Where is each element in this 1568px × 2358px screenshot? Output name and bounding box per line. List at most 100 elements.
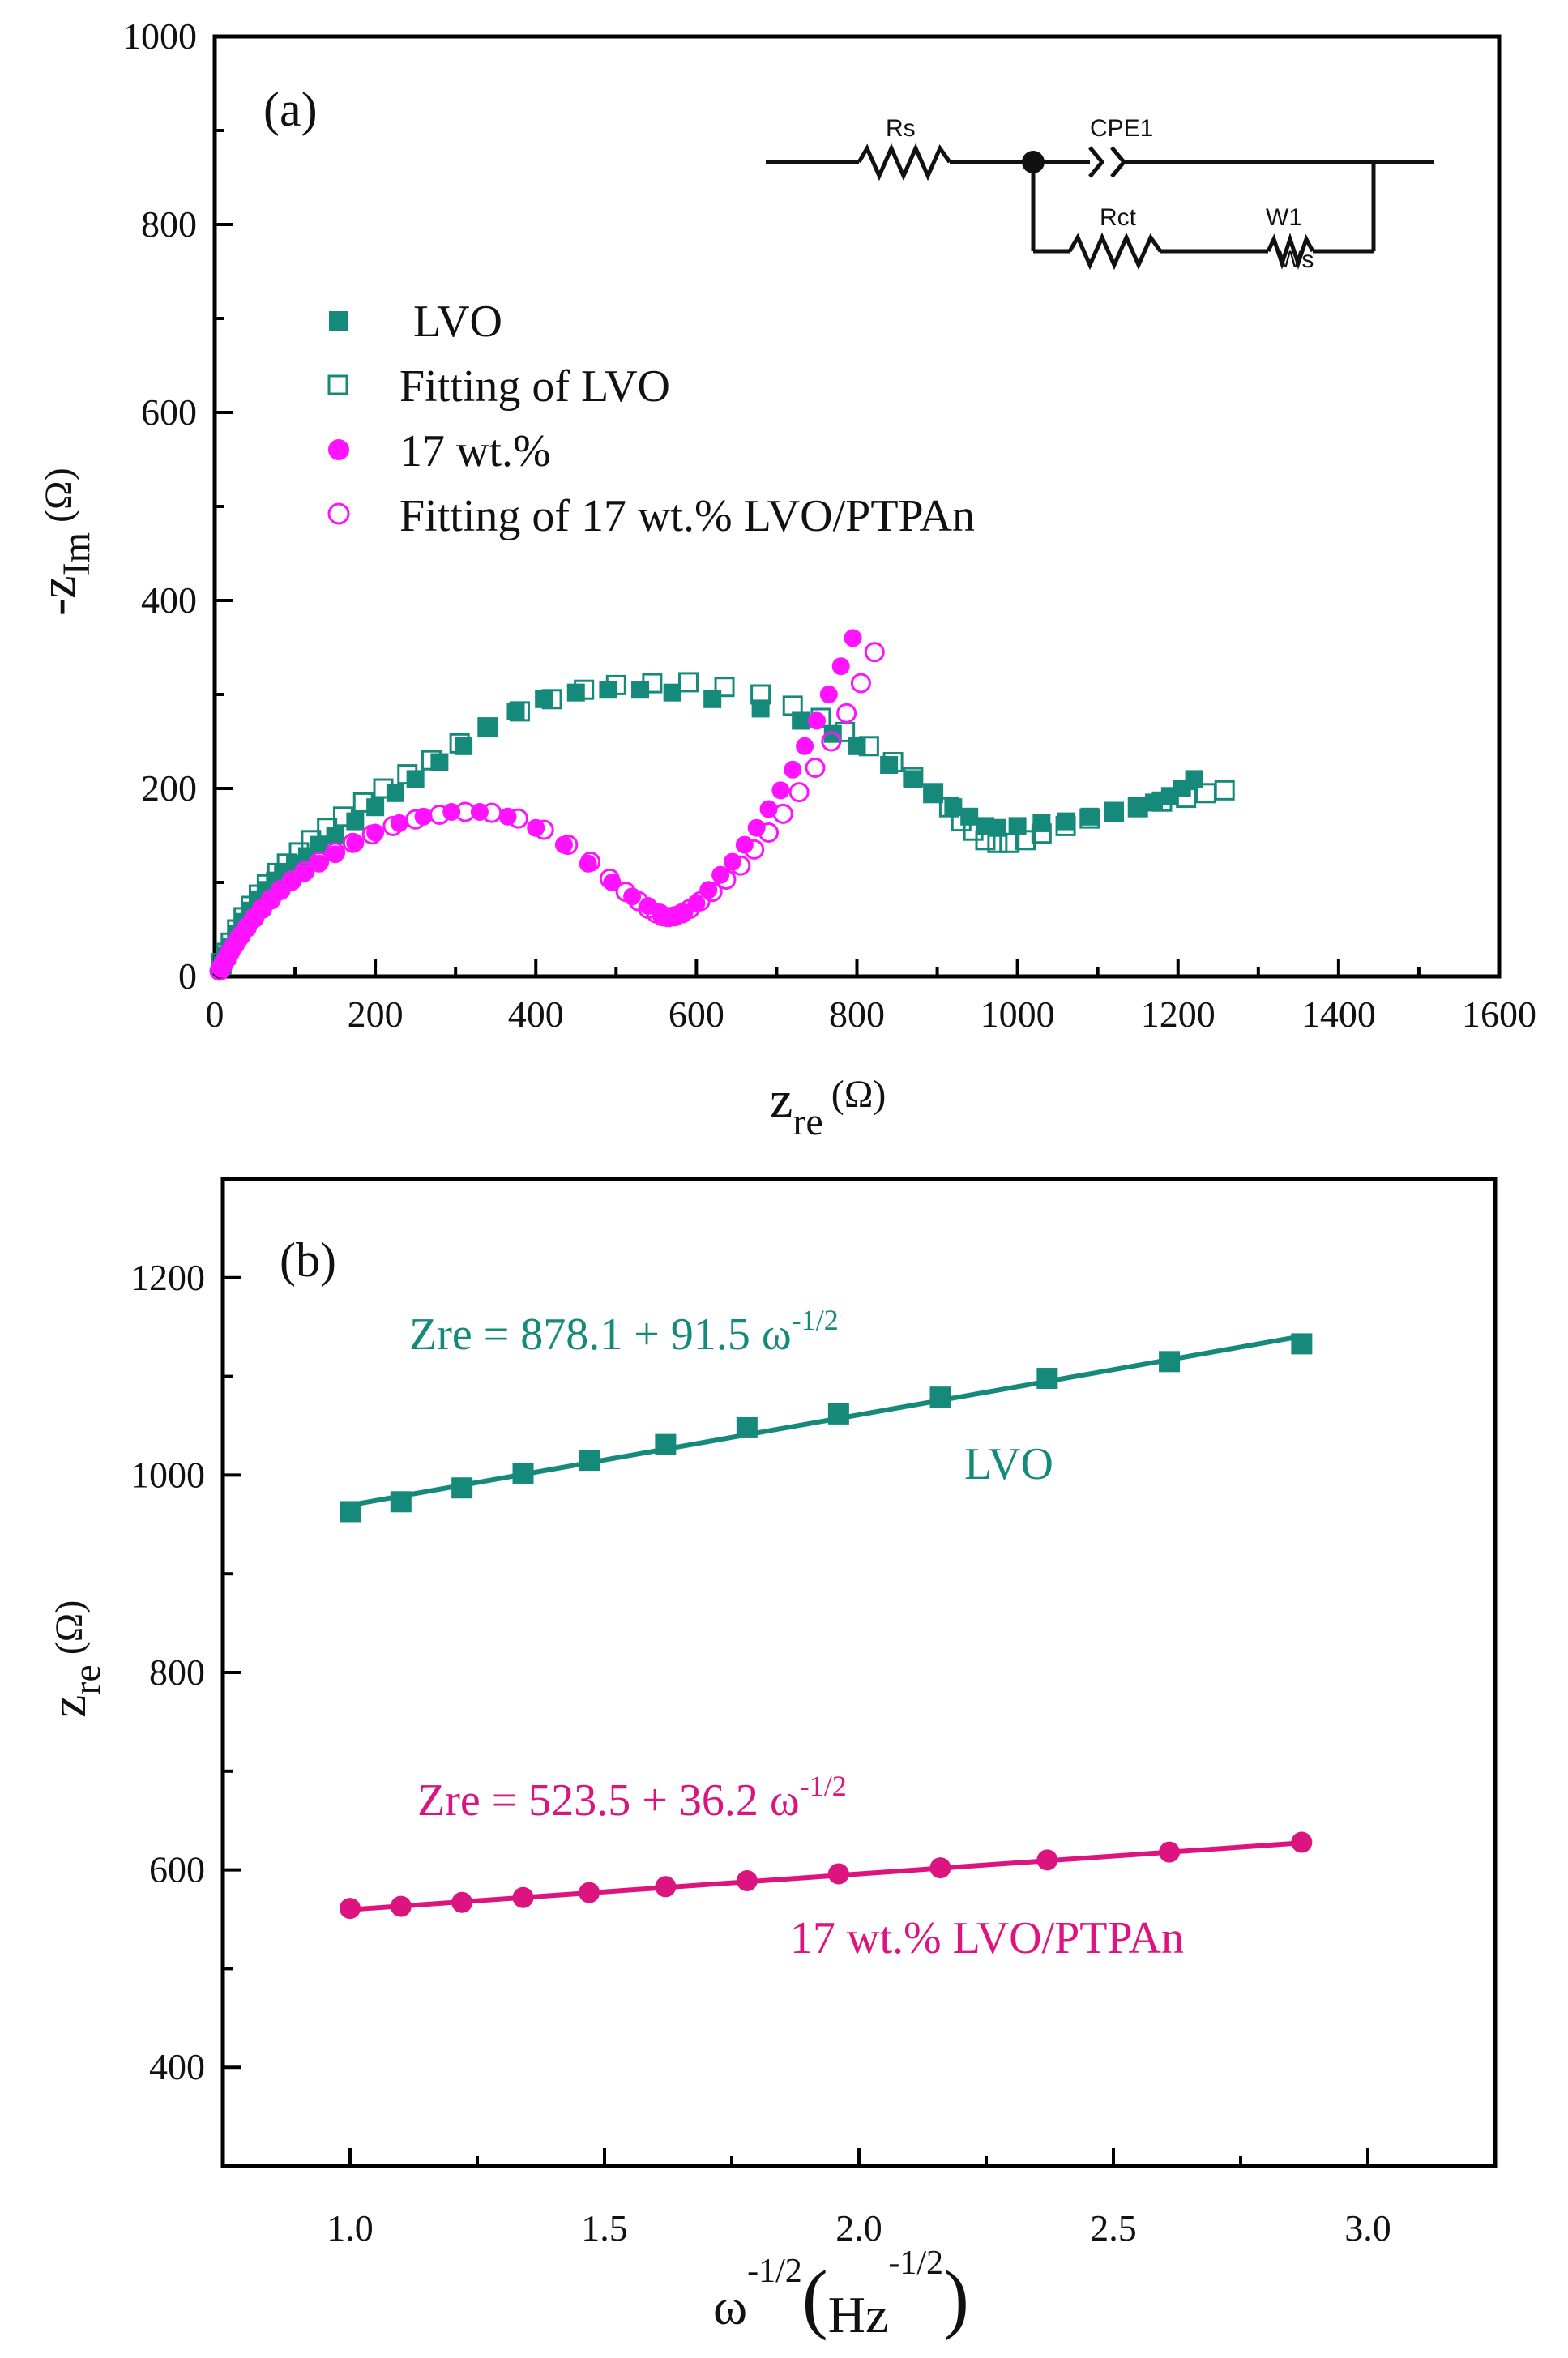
equation-17wt-text: Zre = 523.5 + 36.2 ω (417, 1775, 800, 1826)
a-series-0 (213, 681, 1203, 975)
a-x-tick-label: 200 (348, 993, 404, 1035)
equation-lvo-text: Zre = 878.1 + 91.5 ω (409, 1309, 792, 1360)
panel-a-x-label-unit: (Ω) (831, 1073, 887, 1116)
a-y-tick-label: 600 (141, 391, 197, 433)
panel-b-label: (b) (280, 1233, 336, 1287)
a-y-tick-label: 400 (141, 579, 197, 621)
b-data-point (512, 1886, 534, 1908)
a-data-point (1015, 830, 1036, 851)
panel-b-data-marks (340, 1333, 1313, 1920)
a-data-point (663, 683, 681, 702)
legend-marker-17wt (328, 439, 349, 460)
circuit-resistor-rct (1067, 232, 1163, 271)
circuit-label-cpe: CPE1 (1090, 115, 1153, 142)
a-data-point (923, 783, 944, 804)
panel-b-equation-lvo: Zre = 878.1 + 91.5 ω-1/2 (409, 1304, 839, 1360)
panel-b-tick-labels: 1.0 1.5 2.0 2.5 3.0 400 600 800 1000 1200 (130, 1257, 1391, 2249)
b-data-point (655, 1876, 677, 1898)
panel-b-series-label-17wt: 17 wt.% LVO/PTPAn (790, 1913, 1184, 1963)
a-data-point (288, 842, 310, 863)
a-data-point (558, 835, 579, 856)
b-y-tick-label: 400 (149, 2046, 205, 2087)
a-data-point (301, 830, 322, 851)
b-data-point (929, 1857, 951, 1879)
b-data-point (1036, 1849, 1058, 1871)
a-data-point (714, 677, 735, 698)
a-data-point (507, 808, 528, 829)
legend-marker-fitting-lvo (327, 374, 348, 395)
b-data-point (1291, 1333, 1313, 1355)
panel-a-data-marks (209, 629, 1235, 981)
a-data-point (533, 819, 554, 840)
a-data-point (819, 686, 838, 703)
a-data-point (758, 822, 780, 844)
b-fit-line-1 (349, 1840, 1302, 1912)
b-data-point (1036, 1368, 1058, 1390)
b-data-point (827, 1863, 849, 1885)
panel-b-y-label-main: z (39, 1695, 96, 1718)
b-x-tick-label: 1.5 (581, 2207, 628, 2249)
a-data-point (373, 778, 394, 799)
a-data-point (805, 757, 826, 778)
panel-b-x-label-main: ω (713, 2278, 747, 2335)
a-x-tick-label: 1000 (981, 993, 1055, 1035)
b-data-point (390, 1895, 412, 1917)
b-series-0 (340, 1333, 1313, 1523)
a-data-point (390, 814, 408, 832)
panel-a-legend: LVO Fitting of LVO 17 wt.% Fitting of 17… (327, 297, 975, 541)
a-data-point (821, 731, 842, 752)
b-data-point (1159, 1841, 1181, 1863)
a-y-tick-label: 800 (141, 203, 197, 245)
b-data-point (340, 1898, 361, 1920)
b-x-tick-label: 3.0 (1344, 2207, 1391, 2249)
a-x-tick-label: 0 (206, 993, 224, 1035)
a-data-point (703, 690, 722, 708)
a-series-1 (211, 672, 1235, 974)
b-y-tick-label: 1000 (130, 1454, 205, 1495)
a-y-tick-label: 1000 (122, 15, 197, 57)
b-series-1 (340, 1831, 1313, 1920)
b-y-tick-label: 600 (149, 1849, 205, 1890)
b-y-tick-label: 800 (149, 1651, 205, 1693)
a-data-point (904, 770, 922, 788)
b-x-tick-label: 1.0 (327, 2207, 374, 2249)
a-data-point (352, 792, 374, 813)
b-data-point (340, 1501, 361, 1523)
panel-b-y-label-sub: re (66, 1664, 109, 1694)
a-data-point (679, 898, 700, 919)
a-data-point (449, 733, 470, 754)
a-data-point (823, 724, 842, 743)
a-data-point (744, 839, 765, 860)
panel-b-equation-17wt: Zre = 523.5 + 36.2 ω-1/2 (417, 1770, 847, 1826)
b-data-point (827, 1403, 849, 1425)
panel-b-series-label-lvo: LVO (964, 1439, 1053, 1489)
panel-b-y-label-unit: (Ω) (48, 1600, 91, 1655)
a-data-point (506, 702, 525, 720)
b-data-point (736, 1869, 758, 1891)
a-data-point (747, 818, 766, 837)
a-data-point (477, 717, 498, 738)
a-data-point (342, 832, 363, 853)
a-data-point (836, 703, 857, 724)
a-data-point (1079, 808, 1100, 829)
a-data-point (788, 782, 810, 803)
a-data-point (730, 855, 751, 876)
legend-label-17wt: 17 wt.% (399, 426, 551, 476)
a-data-point (792, 711, 810, 730)
a-data-point (1129, 798, 1147, 817)
panel-b-ticks (221, 1177, 1497, 2168)
panel-a-label: (a) (263, 83, 318, 136)
a-data-point (346, 812, 365, 831)
a-data-point (987, 832, 1008, 853)
a-data-point (975, 830, 996, 851)
a-data-point (1032, 814, 1051, 832)
circuit-label-rs: Rs (886, 115, 916, 142)
a-series-3 (209, 642, 885, 981)
b-x-tick-label: 2.5 (1090, 2207, 1137, 2249)
a-data-point (716, 869, 737, 891)
circuit-resistor-rs (857, 143, 952, 182)
a-data-point (554, 835, 573, 854)
a-data-point (750, 684, 771, 705)
a-data-point (333, 806, 353, 827)
